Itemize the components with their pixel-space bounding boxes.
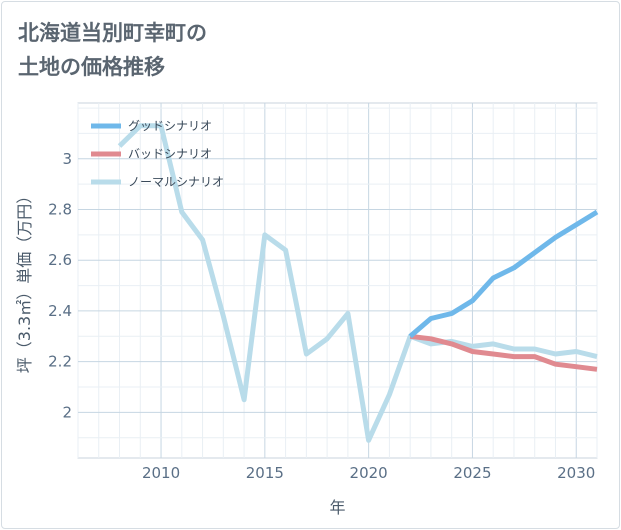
- y-tick-label: 2.8: [48, 201, 72, 219]
- series-line-1: [408, 209, 599, 339]
- x-tick-label: 2025: [453, 464, 491, 482]
- page-title: 北海道当別町幸町の 土地の価格推移: [18, 16, 438, 84]
- y-tick-label: 2.2: [48, 353, 72, 371]
- x-axis-label: 年: [329, 498, 345, 517]
- x-tick-label: 2010: [142, 464, 180, 482]
- grid: [77, 102, 598, 459]
- y-tick-label: 2: [62, 403, 72, 421]
- y-axis-label: 坪（3.3㎡）単価（万円）: [15, 188, 34, 373]
- x-tick-label: 2030: [557, 464, 595, 482]
- y-tick-label: 2.6: [48, 251, 72, 269]
- y-tick-label: 3: [62, 150, 72, 168]
- legend-label: ノーマルシナリオ: [128, 175, 224, 189]
- x-tick-label: 2015: [246, 464, 284, 482]
- title-line-1: 北海道当別町幸町の: [18, 21, 207, 45]
- y-tick-label: 2.4: [48, 302, 72, 320]
- legend-label: グッドシナリオ: [128, 119, 212, 133]
- legend-label: バッドシナリオ: [128, 147, 212, 161]
- x-tick-label: 2020: [350, 464, 388, 482]
- title-line-2: 土地の価格推移: [18, 55, 165, 79]
- axes: 2010 2015 2020 2025 2030 2 2.2 2.4 2.6 2.8 3 年 坪（3.3…: [15, 150, 595, 517]
- series-layer: [117, 123, 599, 443]
- series-line-2: [409, 333, 598, 372]
- series-line-3: [117, 123, 598, 443]
